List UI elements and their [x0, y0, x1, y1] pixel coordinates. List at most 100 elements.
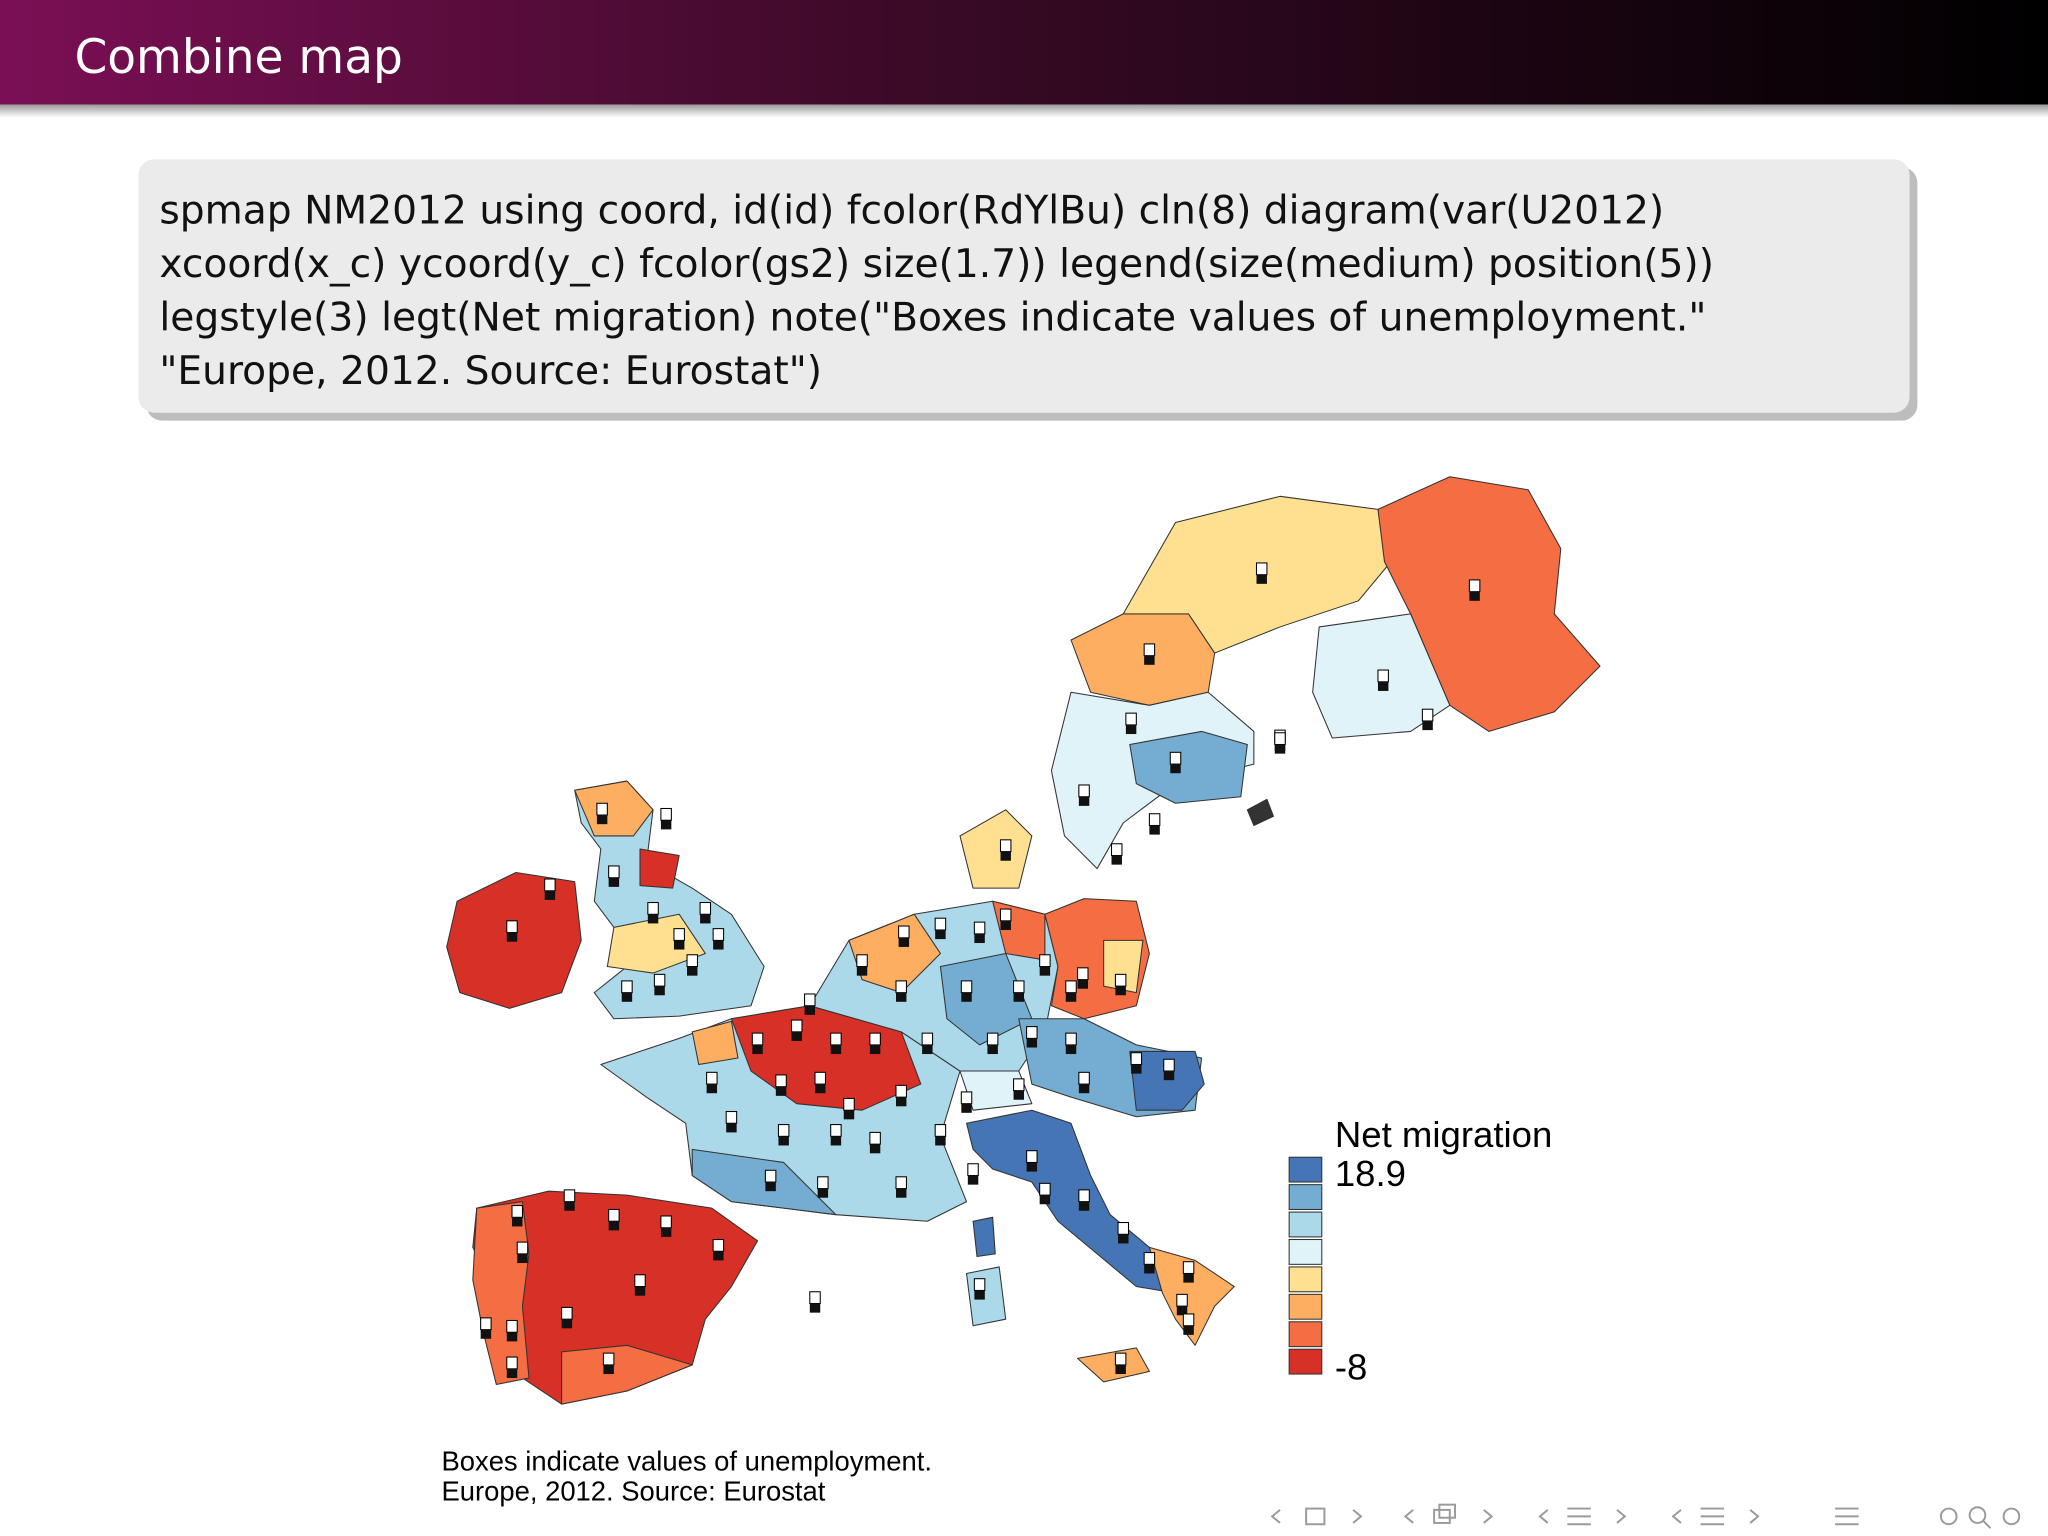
region — [472, 1201, 530, 1386]
unemployment-box — [1468, 579, 1481, 593]
navigation-symbols — [1270, 1503, 2021, 1529]
region — [574, 780, 654, 837]
header-shadow — [0, 104, 2048, 118]
unemployment-box — [608, 1208, 620, 1222]
unemployment-box — [1169, 751, 1182, 765]
unemployment-box-fill — [967, 1175, 979, 1185]
unemployment-box — [1039, 954, 1051, 968]
unemployment-box — [960, 980, 973, 994]
unemployment-box-fill — [817, 1188, 829, 1198]
unemployment-box — [1114, 973, 1127, 987]
unemployment-box — [1143, 643, 1156, 657]
unemployment-box-fill — [791, 1031, 802, 1041]
unemployment-box-fill — [869, 1044, 881, 1055]
region — [1129, 1050, 1205, 1111]
unemployment-box-fill — [896, 992, 907, 1002]
unemployment-box-fill — [480, 1329, 492, 1339]
unemployment-box — [1078, 1071, 1090, 1085]
unemployment-box — [1421, 708, 1434, 722]
unemployment-box-fill — [974, 1290, 985, 1300]
region — [959, 809, 1033, 889]
unemployment-box-fill — [634, 1286, 646, 1296]
region — [1103, 939, 1144, 994]
unemployment-box — [973, 1278, 986, 1291]
region — [1077, 1347, 1150, 1383]
unemployment-box — [511, 1205, 523, 1218]
marker-layer — [480, 562, 1481, 1378]
region — [966, 1266, 1007, 1327]
unemployment-box-fill — [961, 992, 972, 1002]
unemployment-box-fill — [1078, 1084, 1090, 1094]
region — [639, 848, 680, 889]
unemployment-box-fill — [961, 1103, 972, 1113]
unemployment-box — [1026, 1150, 1038, 1163]
unemployment-box-fill — [517, 1253, 528, 1264]
unemployment-box-fill — [869, 1144, 881, 1154]
unemployment-box-fill — [506, 932, 518, 942]
legend-swatch — [1288, 1348, 1323, 1375]
unemployment-box — [1176, 1293, 1188, 1307]
unemployment-box-fill — [775, 1086, 787, 1096]
unemployment-box-fill — [660, 1227, 672, 1237]
unemployment-box — [1163, 1058, 1175, 1072]
unemployment-box — [764, 1169, 777, 1183]
unemployment-box-fill — [1144, 1264, 1155, 1274]
unemployment-box-fill — [608, 1221, 620, 1231]
unemployment-box-fill — [647, 914, 659, 924]
unemployment-box — [830, 1124, 842, 1137]
unemployment-box-fill — [1170, 764, 1181, 774]
unemployment-box-fill — [654, 986, 665, 996]
header-bar — [0, 0, 2048, 105]
region — [1129, 730, 1248, 804]
unemployment-box-fill — [830, 1136, 842, 1146]
unemployment-box — [712, 928, 725, 941]
legend-swatch — [1288, 1293, 1323, 1320]
unemployment-box-fill — [987, 1044, 998, 1055]
unemployment-box — [804, 993, 816, 1007]
unemployment-box — [830, 1032, 842, 1046]
unemployment-box — [544, 878, 556, 892]
unemployment-box-fill — [830, 1044, 842, 1055]
unemployment-box — [653, 973, 666, 987]
unemployment-box-fill — [561, 1319, 573, 1329]
unemployment-box — [1148, 813, 1161, 826]
unemployment-box-fill — [1118, 1234, 1129, 1244]
unemployment-box-fill — [809, 1303, 821, 1313]
region — [574, 780, 765, 1020]
unemployment-box-fill — [896, 1097, 907, 1107]
unemployment-box-fill — [621, 992, 633, 1002]
unemployment-box — [1026, 1026, 1038, 1039]
unemployment-box-fill — [856, 966, 868, 976]
region — [691, 1020, 739, 1066]
unemployment-box-fill — [1149, 825, 1160, 835]
unemployment-box — [1125, 712, 1137, 726]
unemployment-box-fill — [1422, 720, 1433, 731]
unemployment-box — [790, 1019, 803, 1033]
unemployment-box-fill — [1013, 992, 1024, 1002]
unemployment-box — [1078, 1189, 1090, 1203]
unemployment-box — [699, 902, 712, 915]
legend-label: 18.9 — [1335, 1153, 1406, 1194]
unemployment-box-fill — [660, 820, 672, 830]
unemployment-box-fill — [1115, 986, 1126, 996]
unemployment-box-fill — [1183, 1325, 1194, 1335]
unemployment-box-fill — [1183, 1273, 1194, 1283]
unemployment-box — [999, 839, 1012, 853]
legend-label: -8 — [1335, 1346, 1368, 1387]
region — [1246, 798, 1274, 826]
unemployment-box — [814, 1071, 826, 1085]
unemployment-box — [775, 1074, 787, 1088]
unemployment-box — [1255, 562, 1268, 576]
unemployment-box-fill — [752, 1044, 763, 1055]
code-line: xcoord(x_c) ycoord(y_c) fcolor(gs2) size… — [159, 242, 1714, 287]
unemployment-box-fill — [1115, 1364, 1126, 1375]
legend-swatch — [1288, 1184, 1323, 1210]
unemployment-box-fill — [778, 1136, 789, 1146]
unemployment-box-fill — [1111, 855, 1122, 865]
legend-swatch — [1288, 1156, 1323, 1183]
unemployment-box — [973, 921, 986, 935]
unemployment-box — [1077, 967, 1089, 981]
unemployment-box — [506, 1319, 518, 1333]
legend-swatch — [1288, 1238, 1323, 1265]
region — [561, 1344, 693, 1405]
